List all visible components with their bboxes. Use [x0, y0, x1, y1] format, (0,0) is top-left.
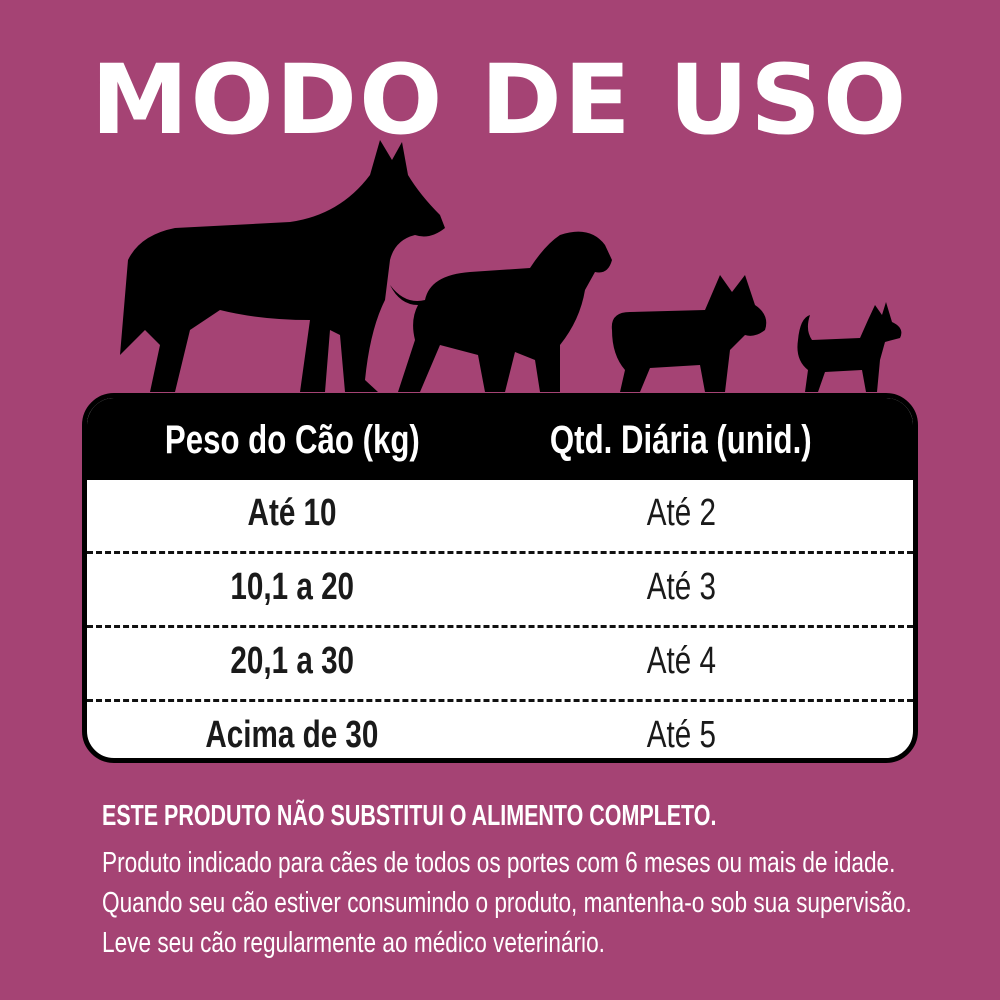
- notice-body: Produto indicado para cães de todos os p…: [102, 847, 912, 959]
- header-daily-quantity: Qtd. Diária (unid.): [550, 418, 812, 462]
- quantity-cell: Até 3: [646, 566, 716, 608]
- small-dog-silhouette: [611, 275, 767, 392]
- weight-cell: Até 10: [247, 492, 337, 534]
- notice-section: ESTE PRODUTO NÃO SUBSTITUI O ALIMENTO CO…: [102, 800, 922, 963]
- tiny-dog-silhouette: [797, 302, 902, 392]
- weight-cell: Acima de 30: [205, 714, 379, 756]
- dosage-table: Peso do Cão (kg) Qtd. Diária (unid.) Até…: [82, 393, 918, 763]
- weight-cell: 20,1 a 30: [230, 640, 354, 682]
- header-weight: Peso do Cão (kg): [164, 418, 420, 462]
- table-row: 10,1 a 20 Até 3: [87, 554, 913, 628]
- dog-silhouettes-illustration: [120, 140, 902, 392]
- notice-heading: ESTE PRODUTO NÃO SUBSTITUI O ALIMENTO CO…: [102, 800, 717, 832]
- large-dog-silhouette: [120, 140, 445, 392]
- quantity-cell: Até 4: [646, 640, 716, 682]
- medium-dog-silhouette: [390, 231, 612, 392]
- table-row: Até 10 Até 2: [87, 480, 913, 554]
- table-row: 20,1 a 30 Até 4: [87, 628, 913, 702]
- table-header: Peso do Cão (kg) Qtd. Diária (unid.): [87, 398, 913, 480]
- weight-cell: 10,1 a 20: [230, 566, 354, 608]
- page-title: MODO DE USO: [91, 44, 909, 156]
- quantity-cell: Até 5: [646, 714, 716, 756]
- quantity-cell: Até 2: [646, 492, 716, 534]
- table-row: Acima de 30 Até 5: [87, 702, 913, 758]
